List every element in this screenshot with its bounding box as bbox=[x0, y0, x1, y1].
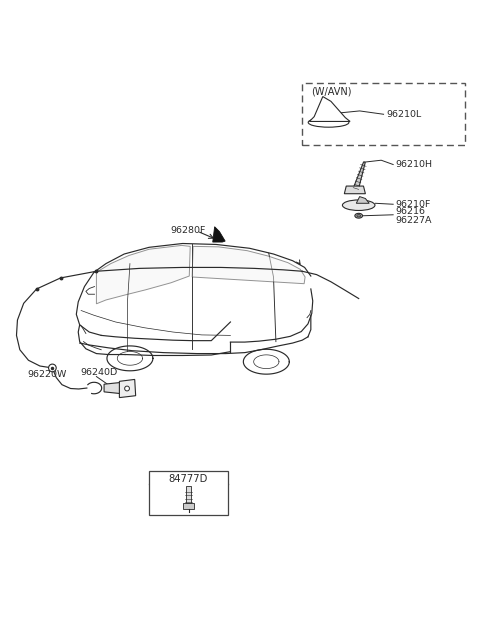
Ellipse shape bbox=[355, 214, 362, 218]
Polygon shape bbox=[310, 96, 350, 122]
Circle shape bbox=[48, 364, 56, 372]
Text: 96220W: 96220W bbox=[27, 370, 66, 379]
Text: 96210H: 96210H bbox=[396, 160, 432, 169]
Text: (W/AVN): (W/AVN) bbox=[311, 87, 351, 97]
FancyBboxPatch shape bbox=[149, 471, 228, 515]
Text: 96216: 96216 bbox=[396, 207, 426, 216]
FancyBboxPatch shape bbox=[302, 83, 465, 145]
Text: 84777D: 84777D bbox=[169, 474, 208, 484]
Polygon shape bbox=[104, 383, 124, 394]
Text: 96227A: 96227A bbox=[396, 216, 432, 225]
Text: 96210L: 96210L bbox=[386, 110, 421, 119]
Ellipse shape bbox=[357, 214, 360, 217]
Text: 96210F: 96210F bbox=[396, 200, 431, 209]
FancyBboxPatch shape bbox=[186, 486, 191, 503]
Polygon shape bbox=[120, 379, 136, 397]
Text: 96240D: 96240D bbox=[81, 368, 118, 376]
Polygon shape bbox=[96, 245, 190, 304]
Circle shape bbox=[125, 386, 130, 391]
Polygon shape bbox=[192, 247, 305, 284]
Ellipse shape bbox=[308, 117, 349, 127]
Polygon shape bbox=[213, 227, 225, 242]
Ellipse shape bbox=[342, 200, 375, 211]
Polygon shape bbox=[356, 197, 369, 203]
FancyBboxPatch shape bbox=[183, 504, 194, 509]
Polygon shape bbox=[344, 186, 365, 194]
Text: 96280F: 96280F bbox=[170, 225, 206, 235]
Polygon shape bbox=[352, 162, 365, 193]
